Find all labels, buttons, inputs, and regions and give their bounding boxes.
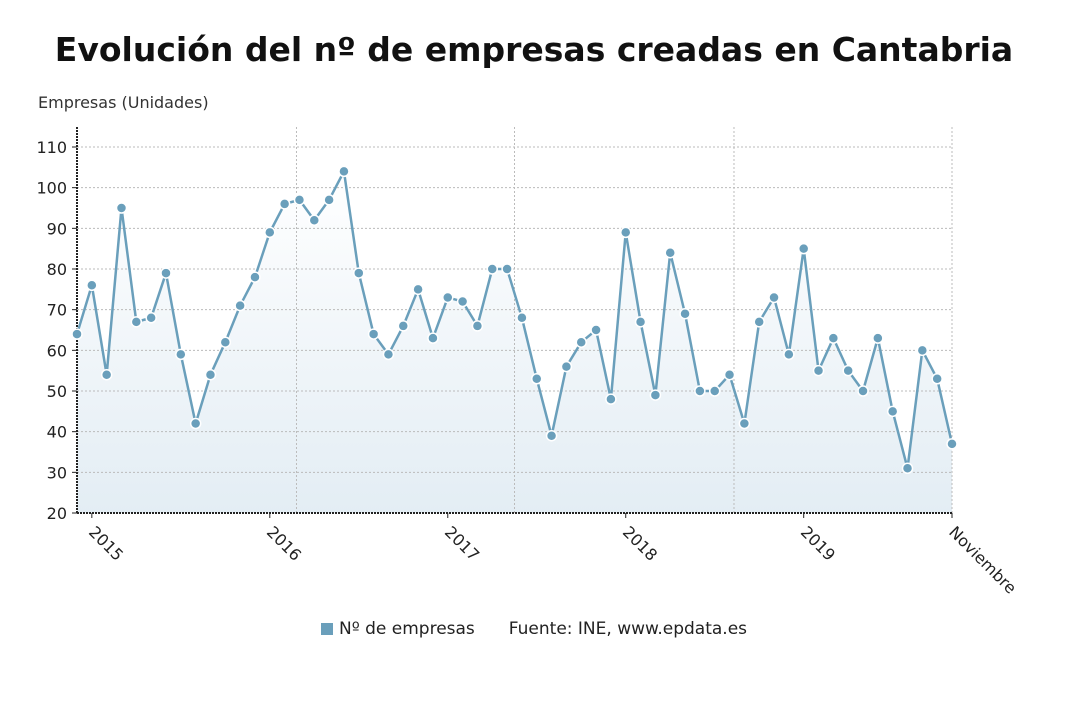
data-point	[812, 364, 825, 377]
data-point	[753, 316, 765, 328]
data-point	[946, 438, 958, 450]
legend: Nº de empresas Fuente: INE, www.epdata.es	[0, 619, 1068, 639]
data-point	[738, 417, 751, 430]
data-point	[575, 336, 587, 348]
data-point	[783, 348, 795, 361]
data-point	[115, 202, 128, 214]
data-point	[145, 312, 157, 324]
data-point	[797, 242, 810, 255]
data-point	[634, 316, 647, 328]
data-point	[708, 385, 721, 397]
data-point	[768, 291, 780, 304]
data-point	[130, 316, 143, 328]
y-tick-label: 50	[47, 382, 67, 401]
series-line	[75, 167, 954, 469]
data-point	[249, 271, 261, 283]
y-tick-label: 90	[47, 219, 67, 238]
data-point	[456, 295, 469, 308]
data-point	[353, 267, 365, 279]
data-point	[100, 368, 113, 381]
data-point	[827, 332, 840, 344]
x-tick-label: 2018	[619, 522, 661, 564]
data-point	[916, 344, 929, 357]
area-fill	[77, 171, 952, 513]
data-point	[234, 299, 246, 312]
data-point	[872, 332, 884, 344]
data-point	[219, 336, 232, 348]
x-tick-label: 2016	[263, 522, 305, 564]
data-point	[412, 283, 424, 296]
data-point	[545, 429, 558, 442]
x-tick-label: 2015	[85, 522, 127, 564]
data-point	[471, 320, 484, 332]
data-point	[886, 405, 899, 418]
data-point	[931, 373, 943, 385]
data-point	[486, 263, 499, 275]
data-point	[293, 194, 306, 206]
y-axis-label: Empresas (Unidades)	[38, 93, 209, 112]
data-point	[382, 348, 395, 361]
y-tick-label: 20	[47, 504, 67, 523]
data-point	[516, 312, 528, 324]
data-point	[619, 226, 632, 239]
data-point	[397, 320, 410, 332]
y-tick-label: 30	[47, 463, 67, 482]
chart-title: Evolución del nº de empresas creadas en …	[54, 30, 1014, 69]
data-point	[901, 462, 914, 475]
data-point	[442, 291, 454, 304]
x-tick-label: Noviembre	[945, 522, 1020, 597]
data-point	[501, 263, 513, 275]
data-point	[189, 417, 202, 430]
data-point	[71, 328, 83, 340]
data-point	[842, 364, 854, 377]
legend-label: Nº de empresas	[338, 619, 475, 639]
y-tick-label: 80	[47, 260, 67, 279]
y-tick-label: 60	[47, 341, 67, 360]
y-tick-label: 40	[47, 423, 67, 442]
y-tick-label: 70	[47, 301, 67, 320]
data-point	[175, 348, 187, 361]
data-point	[530, 373, 543, 385]
data-point	[427, 332, 439, 344]
data-point	[338, 165, 350, 178]
data-point	[694, 385, 706, 397]
y-tick-label: 110	[36, 138, 67, 157]
data-point	[857, 385, 869, 397]
source-note: Fuente: INE, www.epdata.es	[508, 619, 748, 639]
data-point	[664, 246, 676, 259]
data-point	[590, 324, 602, 336]
legend-swatch	[320, 623, 333, 635]
data-point	[278, 198, 291, 210]
y-tick-label: 100	[36, 179, 67, 198]
data-point	[605, 393, 617, 405]
data-point	[264, 226, 276, 239]
data-point	[308, 214, 321, 226]
data-point	[723, 368, 736, 381]
data-point	[204, 368, 217, 381]
data-point	[679, 307, 691, 320]
x-tick-label: 2019	[797, 522, 839, 564]
data-point	[367, 328, 380, 340]
data-point	[649, 389, 662, 401]
x-tick-label: 2017	[441, 522, 483, 564]
data-point	[160, 267, 172, 279]
data-point	[86, 279, 98, 292]
data-point	[560, 360, 573, 373]
data-point	[323, 194, 335, 206]
